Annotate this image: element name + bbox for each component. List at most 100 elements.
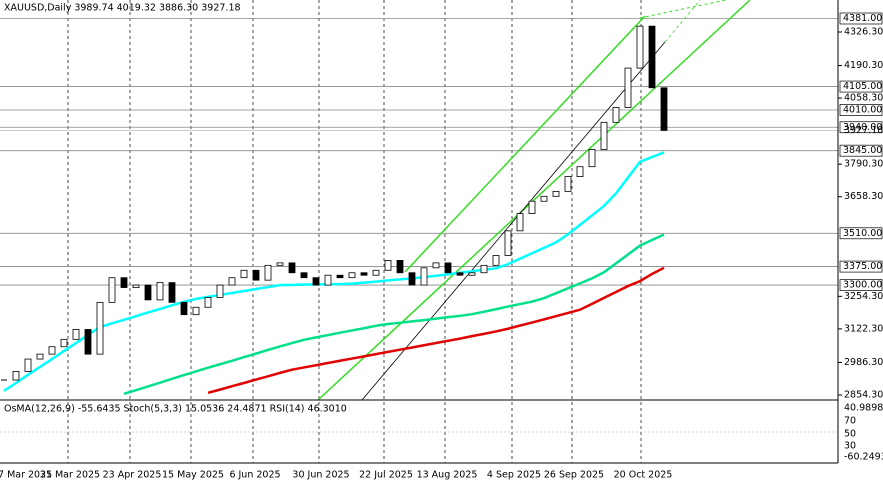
candle [264,264,272,281]
y-tick-label: 4058.30 [844,93,883,104]
candle [660,87,668,131]
candle [180,301,188,316]
candle [648,25,656,89]
candle [516,213,524,232]
candle [468,272,476,276]
x-tick-label: 31 Mar 2025 [40,470,100,481]
candle [480,264,488,274]
channel-line [639,0,729,19]
y-tick-label: 3122.30 [844,323,883,334]
candle [168,282,176,303]
candle [624,67,632,108]
candle [288,262,296,274]
candle [456,272,464,276]
y-tick-label: 3790.30 [844,159,883,170]
candle [348,272,356,279]
candle [108,277,116,303]
x-tick-label: 30 Jun 2025 [292,470,349,481]
current-price-label: 3927.18 [844,125,883,136]
y-tick-label: 4190.30 [844,60,883,71]
y-tick-label: 3254.30 [844,291,883,302]
y-tick-label: 2854.30 [844,389,883,400]
level-label: 4010.00 [843,104,882,115]
x-tick-label: 13 Aug 2025 [417,470,478,481]
candle [324,274,332,286]
level-label: 4105.00 [843,81,882,92]
x-tick-label: 23 Apr 2025 [103,470,162,481]
level-label: 3845.00 [843,145,882,156]
candle [420,267,428,286]
candle [228,277,236,286]
candle [156,282,164,301]
level-label-box [839,260,883,273]
indicator-tick-label: 40.9898 [844,403,883,414]
candle [144,284,152,301]
candle [84,329,92,355]
channel-line [317,0,751,401]
candle [192,306,200,316]
candle [72,329,80,340]
candle [336,274,344,279]
indicator-tick-label: 30 [844,441,856,452]
level-label: 3940.00 [843,122,882,133]
candle [120,277,128,288]
level-label-box [839,227,883,240]
candle [408,272,416,286]
candle [504,230,512,256]
level-label: 3300.00 [843,280,882,291]
plot [1,25,668,396]
candle [540,195,548,202]
candle [588,149,596,168]
candle [372,269,380,276]
candle [36,353,44,360]
moving-average [3,151,665,392]
candle [444,262,452,274]
x-tick-label: 7 Mar 2025 [0,470,52,481]
channel-line [404,15,646,273]
moving-average [123,233,665,396]
indicator-tick-label: -60.2493 [844,452,883,463]
x-tick-label: 20 Oct 2025 [614,470,673,481]
level-label-box [839,12,883,25]
x-tick-label: 22 Jul 2025 [359,470,413,481]
candle [252,269,260,281]
candle [384,260,392,271]
y-tick-label: 2986.30 [844,357,883,368]
candle [24,358,32,372]
candle [432,262,440,269]
candle [276,262,284,266]
candle [360,272,368,276]
candle [12,370,20,381]
indicator-title: OsMA(12,26,9) -55.6435 Stoch(5,3,3) 15.0… [4,404,347,415]
indicator-tick-label: 70 [844,416,856,427]
candle [612,107,620,123]
candle [240,269,248,279]
level-label-box [839,104,883,116]
grid [0,0,838,463]
x-tick-label: 15 May 2025 [162,470,224,481]
x-tick-label: 6 Jun 2025 [229,470,280,481]
level-label-box [839,279,883,291]
candle [312,277,320,286]
level-label-box [839,121,883,134]
candle [396,260,404,274]
candle [300,272,308,279]
candle [576,166,584,177]
x-tick-label: 4 Sep 2025 [487,470,541,481]
trend-line [361,41,666,401]
level-label: 4381.00 [843,13,882,24]
y-tick-label: 4326.30 [844,26,883,37]
level-label: 3510.00 [843,228,882,239]
candle [48,346,56,355]
candle [528,200,536,214]
candle [60,338,68,348]
level-label-box [839,144,883,157]
candle [216,284,224,298]
candle [564,176,572,192]
chart-title: XAUUSD,Daily 3989.74 4019.32 3886.30 392… [4,3,241,14]
moving-average [207,266,665,395]
y-tick-label: 3658.30 [844,191,883,202]
